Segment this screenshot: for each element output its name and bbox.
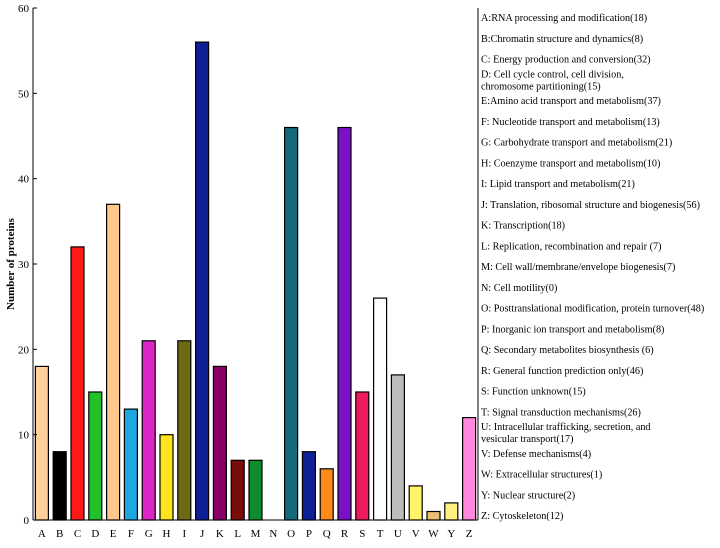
bar-P bbox=[301, 451, 316, 521]
x-tick-label-S: S bbox=[359, 528, 365, 540]
legend-item-P: P: Inorganic ion transport and metabolis… bbox=[481, 324, 664, 335]
legend-item-K: K: Transcription(18) bbox=[481, 221, 565, 232]
x-tick-label-T: T bbox=[377, 528, 384, 540]
x-tick-label-R: R bbox=[341, 528, 349, 540]
bar-F bbox=[123, 408, 139, 521]
bar-R bbox=[337, 126, 352, 521]
bars-group bbox=[34, 41, 477, 521]
legend-item-Q: Q: Secondary metabolites biosynthesis (6… bbox=[481, 345, 654, 356]
y-axis-label: Number of proteins bbox=[5, 217, 17, 310]
x-tick-label-Q: Q bbox=[323, 528, 331, 540]
bar-D bbox=[88, 391, 103, 521]
bar-Y bbox=[444, 502, 459, 521]
legend-item-W: W: Extracellular structures(1) bbox=[481, 470, 602, 481]
x-tick-label-E: E bbox=[110, 528, 117, 540]
bar-I bbox=[177, 340, 192, 521]
legend-item-G: G: Carbohydrate transport and metabolism… bbox=[481, 138, 672, 149]
legend: A:RNA processing and modification(18) B:C… bbox=[481, 13, 704, 522]
bar-Q bbox=[319, 468, 334, 521]
legend-item-L: L: Replication, recombination and repair… bbox=[481, 241, 661, 252]
y-tick-label-30: 30 bbox=[18, 259, 30, 271]
x-tick-label-J: J bbox=[200, 528, 205, 540]
bar-J bbox=[195, 41, 210, 521]
legend-item-O: O: Posttranslational modification, prote… bbox=[481, 304, 704, 315]
bar-T bbox=[373, 297, 388, 521]
legend-item-J: J: Translation, ribosomal structure and … bbox=[481, 200, 700, 211]
legend-item-S: S: Function unknown(15) bbox=[481, 387, 586, 398]
legend-item-U: U: Intracellular trafficking, secretion,… bbox=[481, 422, 651, 445]
bar-C bbox=[70, 246, 85, 521]
x-tick-label-P: P bbox=[306, 528, 312, 540]
bar-Z bbox=[462, 417, 477, 521]
x-tick-label-L: L bbox=[234, 528, 241, 540]
x-tick-label-N: N bbox=[269, 528, 277, 540]
bar-O bbox=[284, 126, 299, 521]
legend-item-V: V: Defense mechanisms(4) bbox=[481, 449, 591, 460]
legend-item-T: T: Signal transduction mechanisms(26) bbox=[481, 407, 641, 418]
legend-item-D: D: Cell cycle control, cell division, chr… bbox=[481, 69, 624, 92]
legend-item-H: H: Coenzyme transport and metabolism(10) bbox=[481, 158, 660, 169]
bar-G bbox=[141, 340, 156, 521]
bar-V bbox=[408, 485, 423, 521]
legend-item-E: E:Amino acid transport and metabolism(37… bbox=[481, 96, 661, 107]
y-tick-label-50: 50 bbox=[18, 88, 30, 100]
y-tick-label-10: 10 bbox=[18, 430, 30, 442]
x-tick-label-V: V bbox=[412, 528, 420, 540]
bar-H bbox=[159, 434, 174, 521]
legend-item-M: M: Cell wall/membrane/envelope biogenesi… bbox=[481, 262, 675, 273]
legend-item-F: F: Nucleotide transport and metabolism(1… bbox=[481, 117, 660, 128]
x-tick-label-K: K bbox=[216, 528, 224, 540]
bar-A bbox=[34, 365, 50, 521]
x-tick-label-C: C bbox=[74, 528, 81, 540]
x-tick-label-A: A bbox=[38, 528, 46, 540]
bar-U bbox=[390, 374, 405, 521]
y-tick-label-60: 60 bbox=[18, 3, 30, 15]
y-tick-label-20: 20 bbox=[18, 344, 30, 356]
bar-B bbox=[52, 451, 67, 521]
x-tick-label-F: F bbox=[128, 528, 134, 540]
bar-M bbox=[248, 459, 263, 521]
x-tick-label-M: M bbox=[251, 528, 261, 540]
bar-L bbox=[230, 459, 245, 521]
legend-item-C: C: Energy production and conversion(32) bbox=[481, 55, 651, 66]
x-tick-label-D: D bbox=[91, 528, 99, 540]
legend-item-Y: Y: Nuclear structure(2) bbox=[481, 490, 575, 501]
y-tick-label-0: 0 bbox=[24, 515, 30, 527]
x-tick-label-U: U bbox=[394, 528, 402, 540]
x-tick-label-G: G bbox=[145, 528, 153, 540]
x-tick-label-Y: Y bbox=[447, 528, 455, 540]
x-tick-label-O: O bbox=[287, 528, 295, 540]
bar-W bbox=[426, 510, 441, 521]
legend-item-I: I: Lipid transport and metabolism(21) bbox=[481, 179, 635, 190]
x-tick-label-I: I bbox=[182, 528, 186, 540]
legend-item-A: A:RNA processing and modification(18) bbox=[481, 13, 647, 24]
y-tick-label-40: 40 bbox=[18, 174, 30, 186]
x-tick-label-W: W bbox=[428, 528, 439, 540]
x-tick-label-B: B bbox=[56, 528, 63, 540]
legend-item-N: N: Cell motility(0) bbox=[481, 283, 557, 294]
legend-item-B: B:Chromatin structure and dynamics(8) bbox=[481, 34, 643, 45]
bar-K bbox=[212, 365, 227, 521]
x-tick-label-Z: Z bbox=[466, 528, 473, 540]
legend-item-R: R: General function prediction only(46) bbox=[481, 366, 643, 377]
bar-S bbox=[355, 391, 370, 521]
legend-item-Z: Z: Cytoskeleton(12) bbox=[481, 511, 563, 522]
bar-E bbox=[105, 203, 121, 521]
x-tick-label-H: H bbox=[163, 528, 171, 540]
